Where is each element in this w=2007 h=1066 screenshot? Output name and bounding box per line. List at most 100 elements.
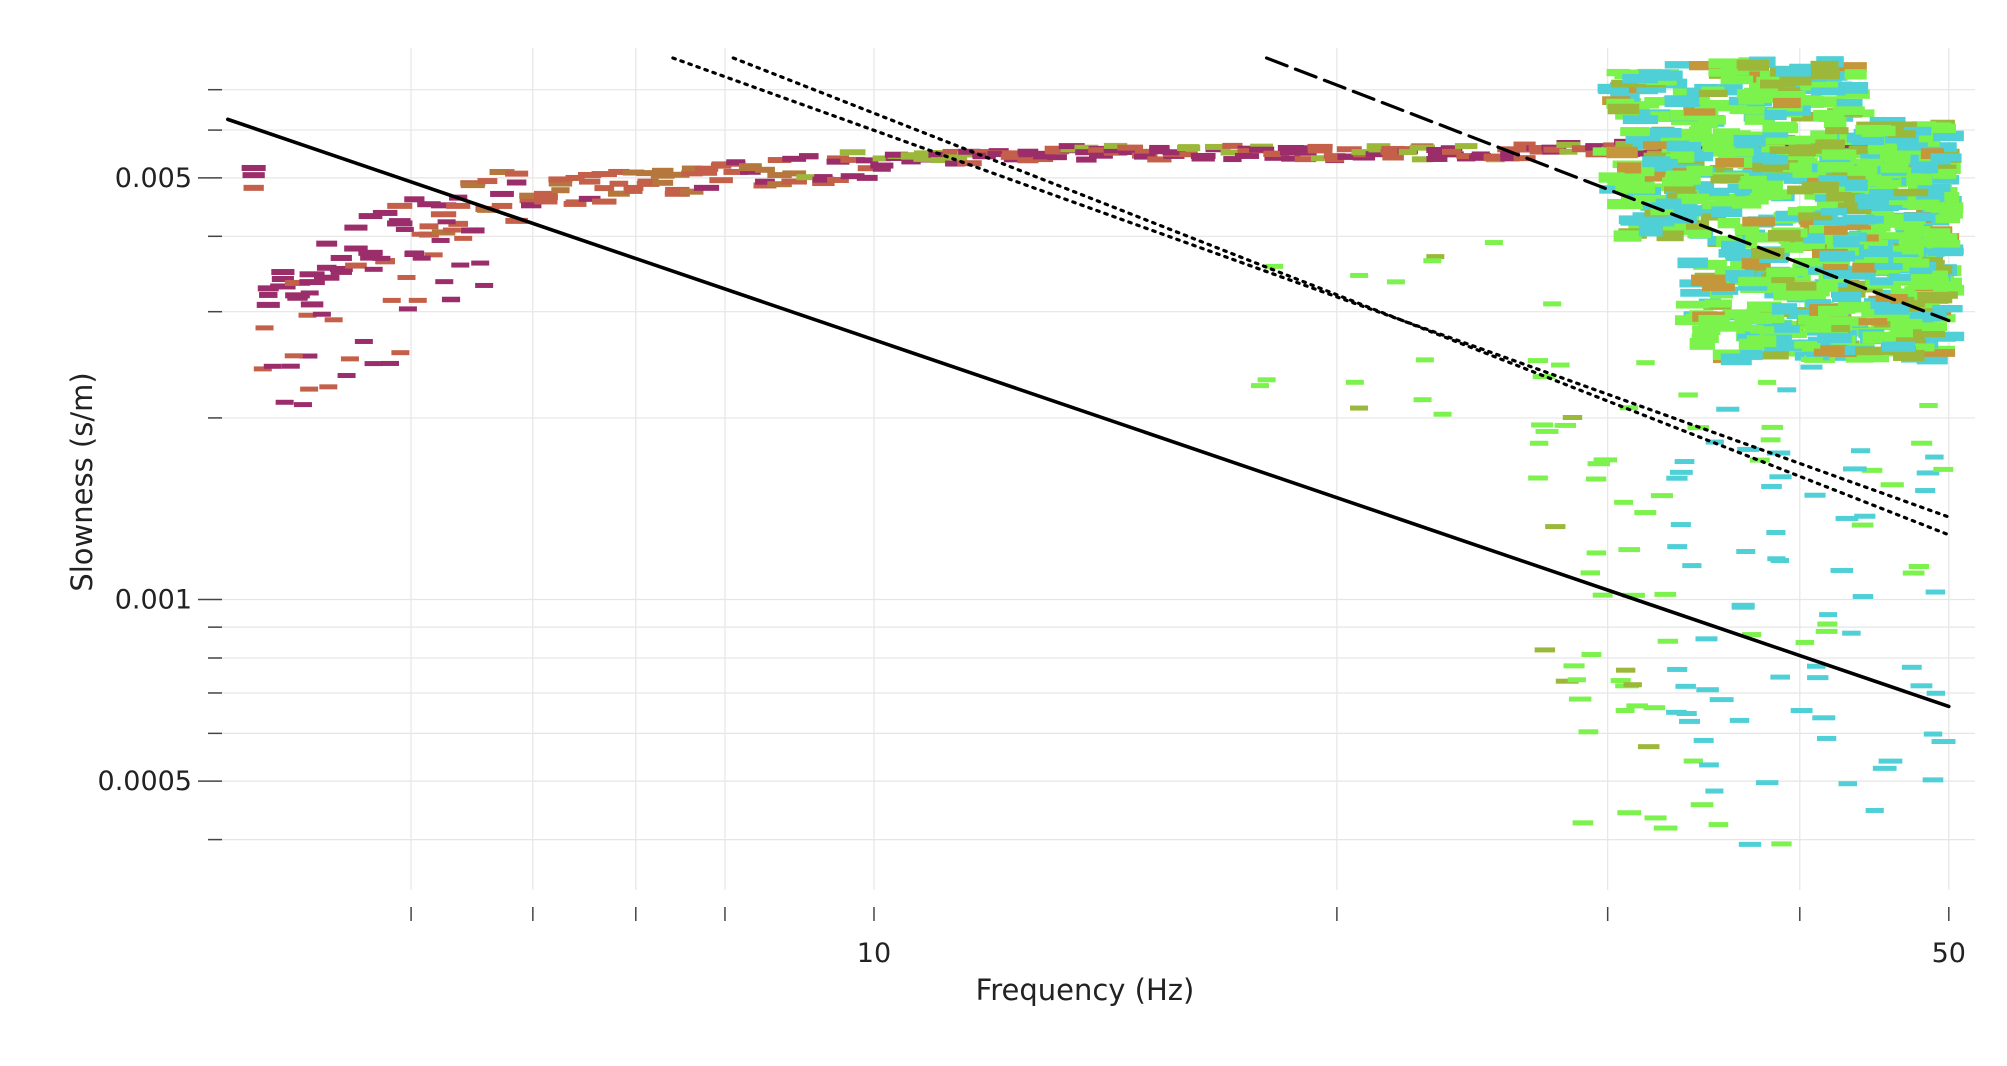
- heatmap-cell: [1695, 636, 1718, 642]
- heatmap-cell: [1817, 332, 1852, 344]
- heatmap-cell: [754, 166, 775, 173]
- heatmap-cell: [354, 338, 373, 344]
- heatmap-cell: [1670, 522, 1691, 528]
- heatmap-cell: [1789, 309, 1822, 318]
- heatmap-cell: [1819, 612, 1838, 618]
- heatmap-cell: [1738, 276, 1772, 287]
- heatmap-cell: [1775, 66, 1812, 77]
- heatmap-cell: [1844, 69, 1867, 80]
- heatmap-cell: [1783, 173, 1815, 184]
- heatmap-cell: [1644, 97, 1673, 106]
- heatmap-cell: [1818, 175, 1848, 187]
- heatmap-cell: [1807, 176, 1830, 187]
- heatmap-cell: [1816, 197, 1844, 208]
- heatmap-cell: [1511, 146, 1538, 153]
- heatmap-cell: [1597, 83, 1622, 93]
- heatmap-cell: [1780, 330, 1807, 339]
- heatmap-cell: [1058, 143, 1085, 150]
- heatmap-cell: [1690, 802, 1714, 808]
- heatmap-cell: [411, 231, 430, 237]
- heatmap-cell: [1817, 162, 1853, 173]
- y-tick-label: 0.0005: [98, 766, 192, 797]
- heatmap-cell: [1643, 705, 1666, 711]
- heatmap-cell: [1807, 675, 1829, 681]
- heatmap-cell: [1670, 151, 1695, 159]
- heatmap-cell: [1813, 109, 1845, 122]
- heatmap-cell: [856, 174, 878, 181]
- heatmap-cell: [1911, 440, 1933, 446]
- heatmap-cell: [1609, 174, 1645, 185]
- heatmap-cell: [1787, 206, 1813, 216]
- heatmap-cell: [1559, 148, 1578, 155]
- heatmap-cell: [1618, 547, 1640, 553]
- heatmap-cell: [1696, 687, 1719, 693]
- heatmap-cell: [636, 180, 660, 187]
- heatmap-cell: [1760, 437, 1781, 443]
- heatmap-cell: [1683, 758, 1703, 764]
- heatmap-cell: [1628, 150, 1655, 157]
- heatmap-cell: [1698, 187, 1730, 197]
- heatmap-cell: [1806, 352, 1830, 361]
- heatmap-cell: [1598, 172, 1625, 183]
- heatmap-cell: [623, 184, 644, 191]
- heatmap-layer: [241, 56, 1965, 847]
- heatmap-cell: [1633, 194, 1668, 202]
- heatmap-cell: [1855, 124, 1892, 135]
- heatmap-cell: [1532, 374, 1556, 380]
- heatmap-cell: [782, 155, 807, 162]
- heatmap-cell: [533, 194, 558, 201]
- heatmap-cell: [270, 283, 296, 290]
- heatmap-cell: [1563, 663, 1585, 669]
- heatmap-cell: [1664, 61, 1692, 69]
- heatmap-cell: [1756, 189, 1792, 200]
- heatmap-cell: [1742, 169, 1775, 177]
- heatmap-cell: [1650, 493, 1673, 499]
- heatmap-cell: [1858, 176, 1883, 187]
- heatmap-cell: [312, 311, 331, 317]
- heatmap-cell: [1843, 466, 1867, 472]
- heatmap-cell: [475, 282, 494, 288]
- heatmap-cell: [1350, 405, 1369, 411]
- heatmap-cell: [1691, 205, 1727, 215]
- heatmap-cell: [1675, 683, 1696, 689]
- heatmap-cell: [1740, 175, 1767, 186]
- heatmap-cell: [1930, 202, 1964, 213]
- heatmap-cell: [987, 151, 1011, 158]
- heatmap-cell: [364, 266, 383, 272]
- heatmap-cell: [1736, 548, 1756, 554]
- heatmap-cell: [1771, 303, 1798, 315]
- heatmap-cell: [1149, 144, 1170, 151]
- heatmap-cell: [1722, 309, 1758, 319]
- heatmap-cell: [767, 172, 792, 179]
- heatmap-cell: [1856, 158, 1884, 167]
- heatmap-cell: [796, 174, 822, 181]
- heatmap-cell: [1592, 592, 1613, 598]
- heatmap-cell: [1626, 703, 1649, 709]
- heatmap-cell: [271, 269, 295, 276]
- heatmap-cell: [1806, 663, 1826, 669]
- heatmap-cell: [477, 178, 498, 185]
- heatmap-cell: [1323, 153, 1346, 160]
- heatmap-cell: [490, 190, 514, 197]
- heatmap-cell: [1917, 291, 1953, 304]
- heatmap-cell: [1792, 170, 1827, 178]
- heatmap-cell: [1813, 345, 1849, 357]
- heatmap-cell: [594, 185, 615, 192]
- heatmap-cell: [1653, 825, 1678, 831]
- heatmap-cell: [1764, 110, 1787, 121]
- heatmap-cell: [1858, 318, 1888, 326]
- heatmap-cell: [1708, 58, 1740, 69]
- heatmap-cell: [1740, 348, 1763, 360]
- heatmap-cell: [695, 169, 718, 176]
- heatmap-cell: [1729, 105, 1766, 115]
- heatmap-cell: [1718, 84, 1743, 96]
- heatmap-cell: [505, 170, 529, 177]
- heatmap-cell: [1933, 130, 1964, 142]
- heatmap-cell: [1831, 291, 1862, 303]
- heatmap-cell: [430, 202, 457, 209]
- heatmap-cell: [1683, 108, 1716, 116]
- heatmap-cell: [1722, 321, 1752, 332]
- heatmap-cell: [1892, 331, 1921, 344]
- heatmap-cell: [1365, 151, 1392, 158]
- heatmap-cell: [1076, 156, 1097, 163]
